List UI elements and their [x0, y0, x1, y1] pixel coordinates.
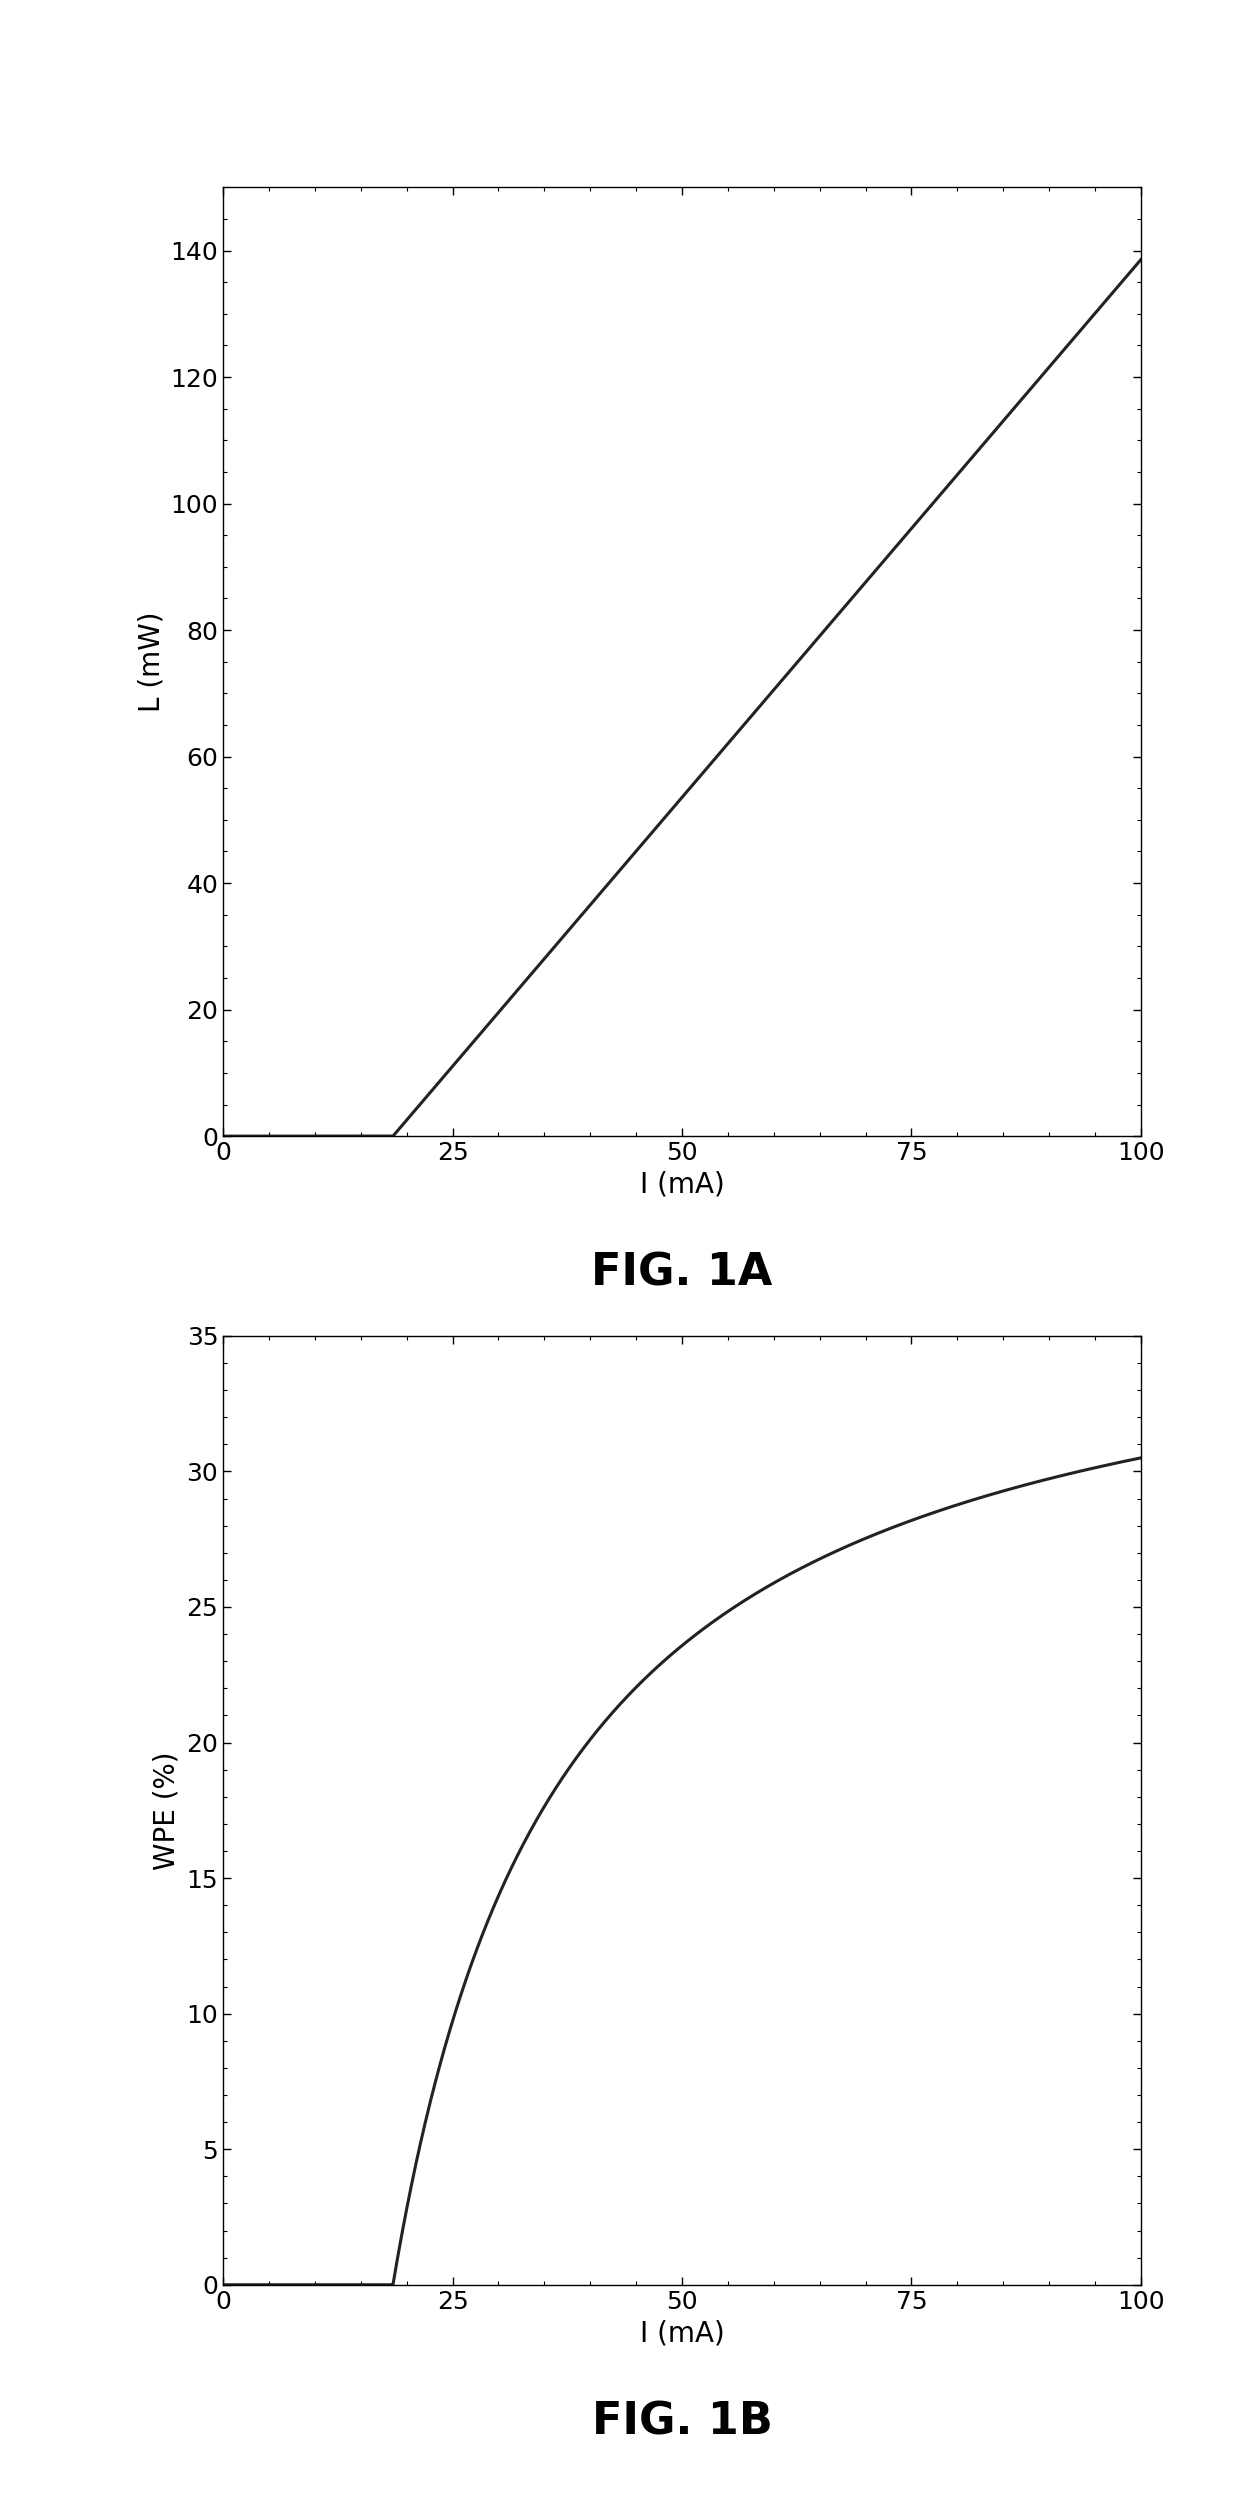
- Text: FIG. 1B: FIG. 1B: [591, 2400, 773, 2445]
- Y-axis label: L (mW): L (mW): [138, 612, 165, 712]
- X-axis label: I (mA): I (mA): [640, 2320, 724, 2347]
- X-axis label: I (mA): I (mA): [640, 1171, 724, 1199]
- Text: FIG. 1A: FIG. 1A: [591, 1251, 773, 1296]
- Y-axis label: WPE (%): WPE (%): [153, 1750, 181, 1870]
